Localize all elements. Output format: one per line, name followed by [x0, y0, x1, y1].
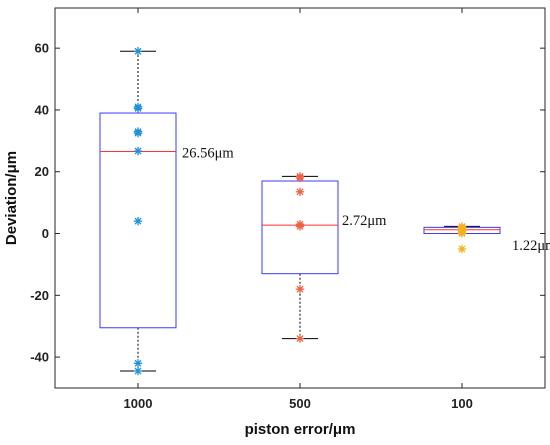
y-tick-label: 40 — [35, 102, 49, 117]
x-tick-label: 1000 — [124, 396, 153, 411]
data-point — [133, 47, 143, 56]
data-point — [133, 216, 143, 226]
data-point — [295, 173, 305, 183]
y-tick-label: -20 — [30, 288, 49, 303]
data-point — [295, 222, 305, 231]
y-tick-label: 0 — [42, 226, 49, 241]
y-tick-label: 20 — [35, 164, 49, 179]
data-point — [133, 366, 143, 376]
y-tick-label: -40 — [30, 350, 49, 365]
data-point — [133, 359, 143, 368]
median-annotation: 26.56μm — [182, 145, 234, 161]
data-point — [133, 104, 143, 113]
box-100: 1.22μm — [423, 222, 550, 254]
data-point — [295, 284, 305, 294]
plot-area — [54, 7, 546, 389]
data-point — [457, 229, 467, 238]
box-body — [99, 112, 177, 329]
y-tick-label: 60 — [35, 41, 49, 56]
data-point — [133, 128, 143, 138]
median-annotation: 2.72μm — [342, 213, 387, 229]
data-point — [457, 244, 467, 254]
y-axis-title: Deviation/μm — [3, 151, 20, 245]
box-1000: 26.56μm — [99, 47, 234, 376]
median-annotation: 1.22μm — [512, 238, 550, 254]
data-point — [133, 146, 143, 156]
x-axis-title: piston error/μm — [245, 421, 356, 438]
x-tick-label: 100 — [451, 396, 473, 411]
x-tick-label: 500 — [289, 396, 311, 411]
data-point — [295, 334, 305, 343]
box-500: 2.72μm — [261, 172, 387, 343]
data-point — [295, 187, 305, 197]
